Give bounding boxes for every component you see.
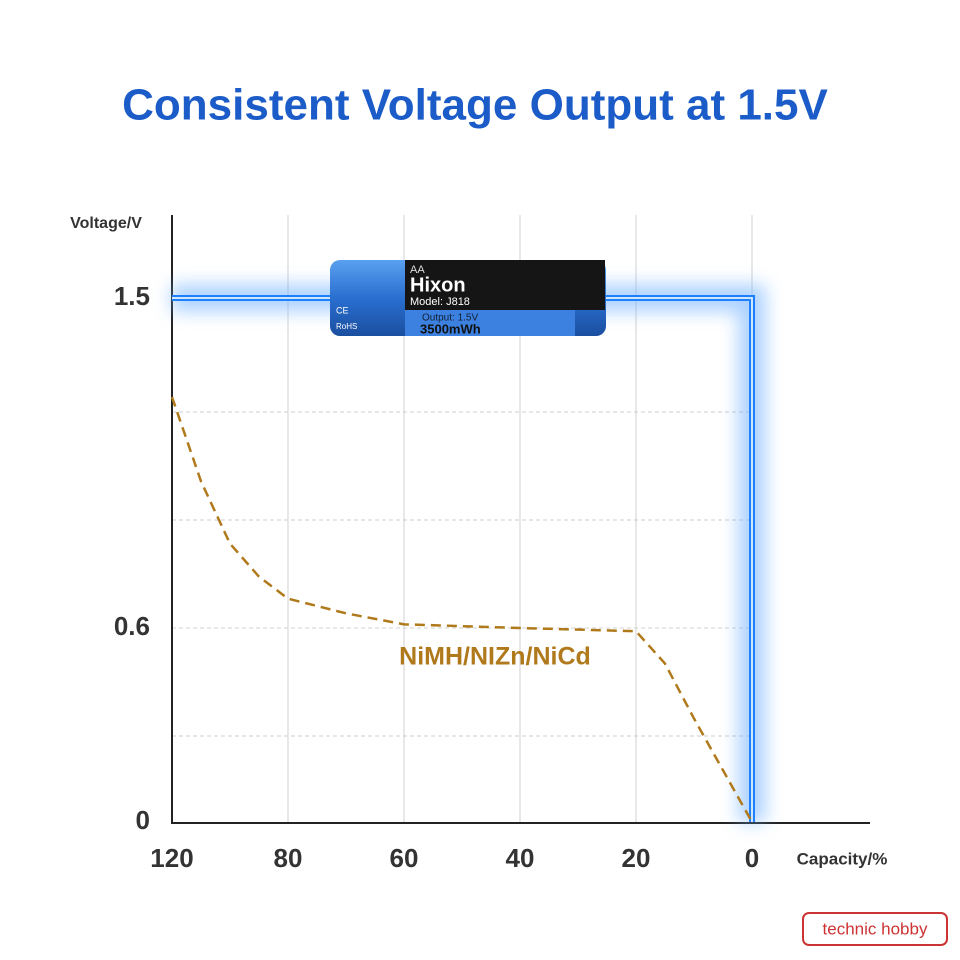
battery-model: Model: J818 xyxy=(410,296,470,308)
x-tick-label: 40 xyxy=(506,843,535,873)
line xyxy=(172,295,755,822)
battery-capacity: 3500mWh xyxy=(420,321,481,336)
y-tick-label: 1.5 xyxy=(114,281,150,311)
x-axis-label: Capacity/% xyxy=(797,849,888,868)
y-tick-label: 0.6 xyxy=(114,611,150,641)
line xyxy=(170,396,754,823)
watermark: technic hobby xyxy=(823,919,928,938)
x-tick-label: 0 xyxy=(745,843,759,873)
battery-size: AA xyxy=(410,264,425,276)
x-tick-label: 120 xyxy=(150,843,193,873)
x-tick-label: 60 xyxy=(390,843,419,873)
series-label: NiMH/NIZn/NiCd xyxy=(399,643,591,671)
watermark-box xyxy=(802,912,948,946)
line-core xyxy=(172,297,753,822)
battery-brand: Hixon xyxy=(410,274,466,296)
line-glow xyxy=(172,285,765,822)
x-tick-label: 80 xyxy=(274,843,303,873)
battery-output: Output: 1.5V xyxy=(422,313,478,324)
battery: AA Hixon Model: J818 Output: 1.5V 3500mW… xyxy=(330,260,606,336)
extra-grid xyxy=(172,411,752,737)
y-axis-label: Voltage/V xyxy=(70,215,142,232)
battery-rohs: RoHS xyxy=(336,322,357,331)
battery-ce: CE xyxy=(336,305,349,315)
chart-title: Consistent Voltage Output at 1.5V xyxy=(122,81,828,130)
y-tick-label: 0 xyxy=(136,805,150,835)
x-tick-label: 20 xyxy=(622,843,651,873)
